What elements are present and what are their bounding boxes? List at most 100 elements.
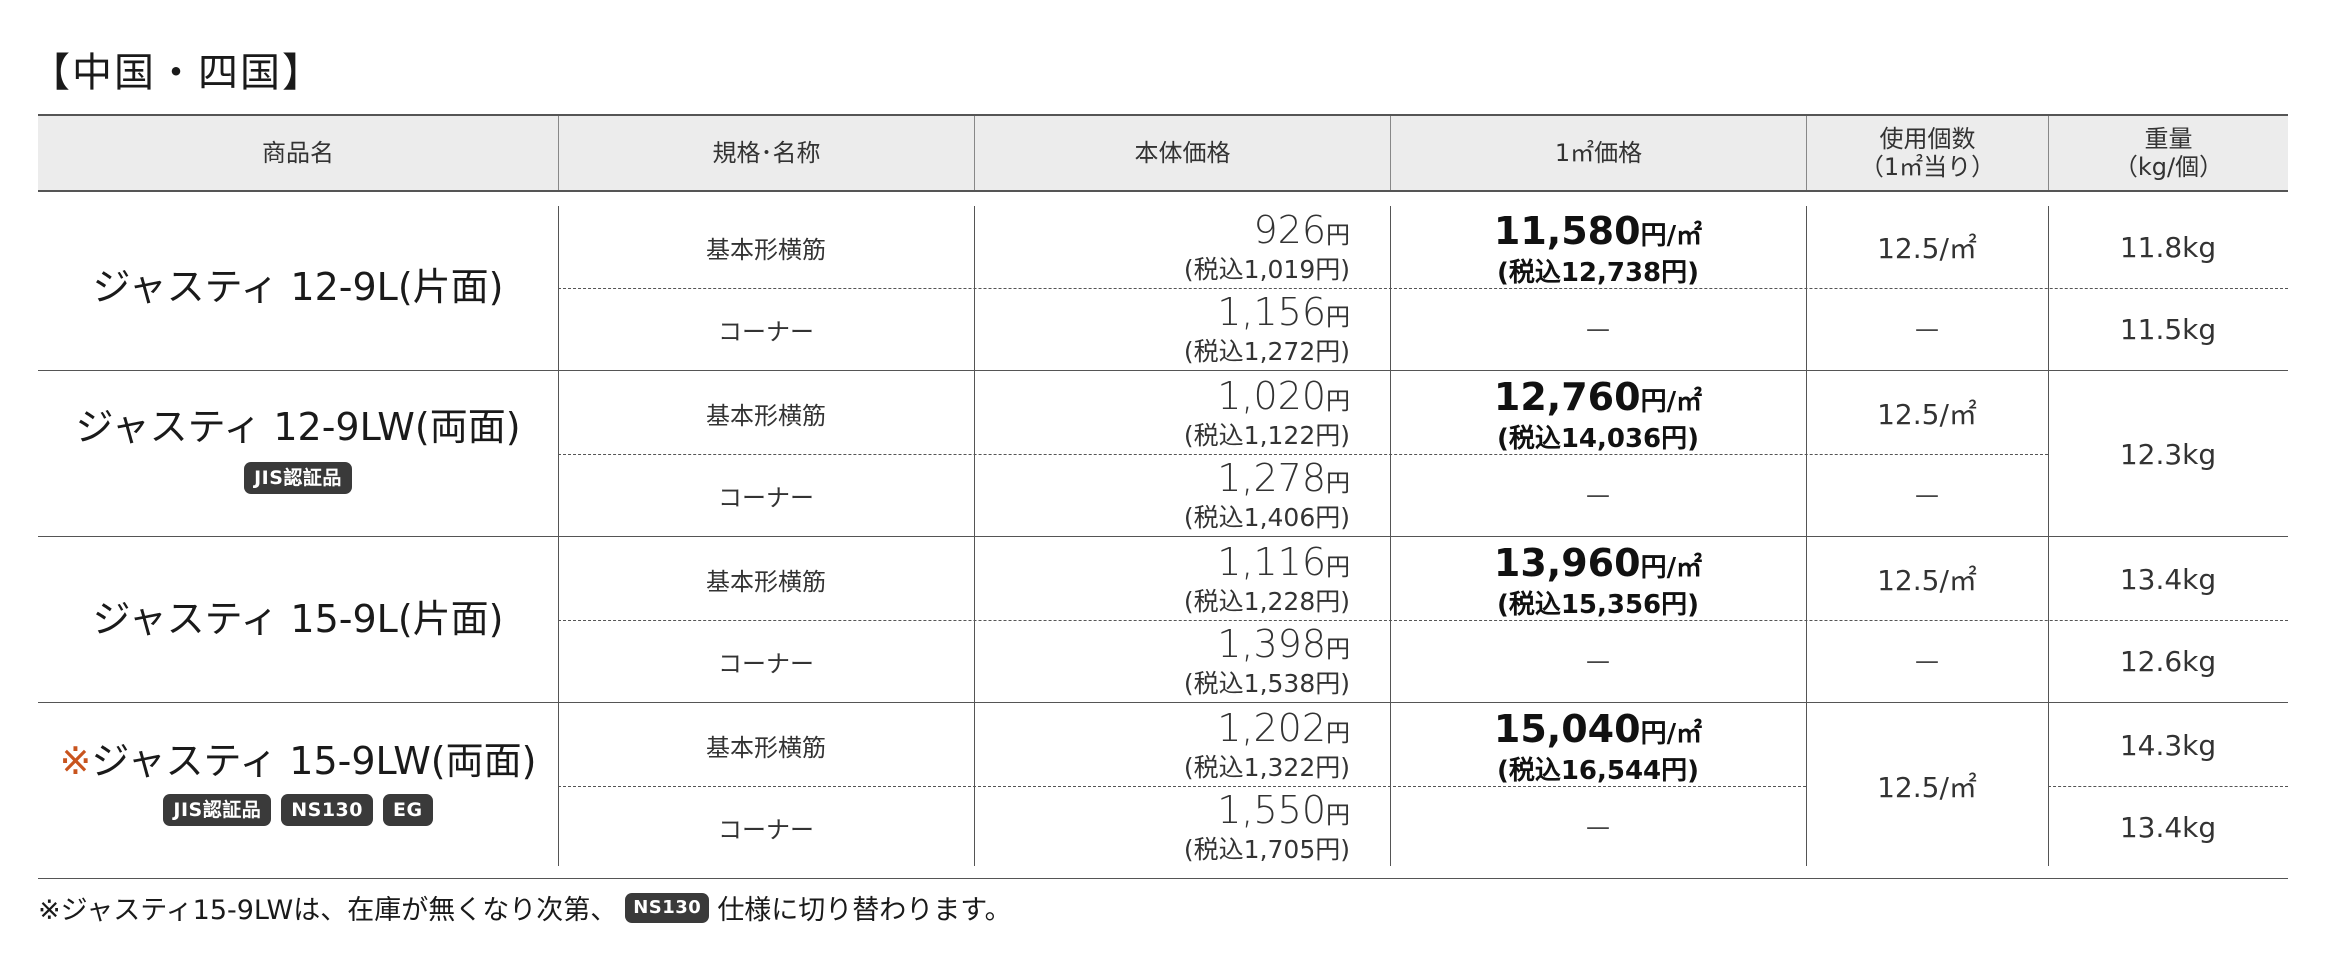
price-value: 1,020 (1217, 374, 1326, 418)
price-value: 1,278 (1217, 456, 1326, 500)
sqm-price-tax: (税込12,738円) (1496, 258, 1700, 288)
price-tax: (税込1,705円) (1183, 835, 1350, 864)
usage-cell: 12.5/㎡ (1877, 564, 1977, 597)
sqm-price-value: 13,960 (1493, 541, 1641, 585)
price-cell: 1,550円 (税込1,705円) (974, 790, 1350, 865)
jis-badge: JIS認証品 (163, 794, 272, 826)
badge-group: JIS認証品 NS130 EG (38, 794, 558, 826)
sqm-price-value: 12,760 (1493, 375, 1641, 419)
price-cell: 1,398円 (税込1,538円) (974, 624, 1350, 699)
sqm-price-tax: (税込14,036円) (1496, 424, 1700, 454)
ns130-badge: NS130 (625, 892, 710, 923)
price-cell: 1,020円 (税込1,122円) (974, 376, 1350, 451)
price-tax: (税込1,272円) (1183, 337, 1350, 366)
page-title: 【中国・四国】 (30, 50, 324, 96)
price-cell: 1,156円 (税込1,272円) (974, 292, 1350, 367)
sqm-price-tax: (税込16,544円) (1496, 756, 1700, 786)
price-tax: (税込1,538円) (1183, 669, 1350, 698)
price-value: 926 (1253, 208, 1326, 252)
header-usage: 使用個数 （1㎡当り） (1806, 116, 2048, 190)
weight-cell: 13.4kg (2119, 562, 2217, 596)
footnote-text: 仕様に切り替わります。 (717, 895, 1012, 926)
row-divider (558, 454, 2048, 455)
usage-cell: 12.5/㎡ (1877, 398, 1977, 431)
header-name: 商品名 (262, 139, 334, 167)
price-unit: 円 (1326, 221, 1350, 249)
usage-cell: 12.5/㎡ (1877, 232, 1977, 265)
header-price: 本体価格 (974, 116, 1390, 190)
table-header: 商品名 規格･名称 本体価格 1㎡価格 使用個数 （1㎡当り） 重量 （kg/個… (38, 114, 2288, 192)
empty-dash: — (1586, 813, 1610, 841)
product-name-text: ジャスティ 15-9LW(両面) (91, 739, 537, 783)
price-tax: (税込1,228円) (1183, 587, 1350, 616)
jis-badge: JIS認証品 (244, 462, 352, 494)
row-divider (558, 786, 1806, 787)
price-cell: 1,116円 (税込1,228円) (974, 542, 1350, 617)
spec-cell: コーナー (718, 483, 814, 512)
weight-cell: 11.8kg (2119, 230, 2217, 264)
sqm-price-cell: 13,960円/㎡ (税込15,356円) (1390, 542, 1806, 621)
sqm-price-cell: 11,580円/㎡ (税込12,738円) (1390, 210, 1806, 289)
sqm-price-unit: 円/㎡ (1640, 719, 1703, 749)
spec-cell: コーナー (718, 815, 814, 844)
price-cell: 1,278円 (税込1,406円) (974, 458, 1350, 533)
spec-cell: 基本形横筋 (706, 567, 826, 596)
sqm-price-tax: (税込15,356円) (1496, 590, 1700, 620)
row-divider (558, 620, 2288, 621)
empty-dash: — (1915, 481, 1939, 509)
price-value: 1,116 (1217, 540, 1326, 584)
eg-badge: EG (383, 794, 433, 826)
product-name: ジャスティ 15-9L(片面) (92, 597, 504, 641)
empty-dash: — (1586, 481, 1610, 509)
empty-dash: — (1915, 315, 1939, 343)
price-unit: 円 (1326, 303, 1350, 331)
empty-dash: — (1586, 315, 1610, 343)
spec-cell: 基本形横筋 (706, 733, 826, 762)
price-cell: 926円 (税込1,019円) (974, 210, 1350, 285)
product-name: ジャスティ 12-9LW(両面) (75, 405, 521, 449)
sqm-price-value: 15,040 (1493, 707, 1641, 751)
weight-cell: 13.4kg (2119, 810, 2217, 844)
price-unit: 円 (1326, 635, 1350, 663)
price-unit: 円 (1326, 719, 1350, 747)
weight-cell-merged: 12.3kg (2119, 437, 2217, 471)
price-value: 1,202 (1217, 706, 1326, 750)
price-tax: (税込1,122円) (1183, 421, 1350, 450)
group-divider (38, 370, 2288, 371)
spec-cell: 基本形横筋 (706, 401, 826, 430)
price-tax: (税込1,406円) (1183, 503, 1350, 532)
usage-cell-merged: 12.5/㎡ (1877, 771, 1977, 804)
spec-cell: コーナー (718, 317, 814, 346)
row-divider (2048, 786, 2288, 787)
sqm-price-unit: 円/㎡ (1640, 553, 1703, 583)
price-value: 1,156 (1217, 290, 1326, 334)
product-name: ※ジャスティ 15-9LW(両面) (38, 738, 558, 784)
footnote: ※ジャスティ15-9LWは、在庫が無くなり次第、 NS130 仕様に切り替わりま… (38, 888, 1012, 927)
weight-cell: 12.6kg (2119, 644, 2217, 678)
price-unit: 円 (1326, 801, 1350, 829)
sqm-price-cell: 15,040円/㎡ (税込16,544円) (1390, 708, 1806, 787)
price-unit: 円 (1326, 553, 1350, 581)
weight-cell: 11.5kg (2119, 312, 2217, 346)
sqm-price-cell: 12,760円/㎡ (税込14,036円) (1390, 376, 1806, 455)
badge-group: JIS認証品 (38, 462, 558, 494)
sqm-price-unit: 円/㎡ (1640, 387, 1703, 417)
spec-cell: 基本形横筋 (706, 235, 826, 264)
sqm-price-value: 11,580 (1493, 209, 1641, 253)
table-bottom-border (38, 878, 2288, 879)
price-table: 商品名 規格･名称 本体価格 1㎡価格 使用個数 （1㎡当り） 重量 （kg/個… (38, 114, 2288, 879)
weight-cell: 14.3kg (2119, 728, 2217, 762)
header-sqm-price: 1㎡価格 (1390, 116, 1806, 190)
price-tax: (税込1,322円) (1183, 753, 1350, 782)
spec-cell: コーナー (718, 649, 814, 678)
price-value: 1,550 (1217, 788, 1326, 832)
price-unit: 円 (1326, 469, 1350, 497)
empty-dash: — (1586, 647, 1610, 675)
header-spec: 規格･名称 (558, 116, 974, 190)
sqm-price-unit: 円/㎡ (1640, 221, 1703, 251)
ns130-badge: NS130 (281, 794, 373, 826)
row-divider (558, 288, 2288, 289)
product-name: ジャスティ 12-9L(片面) (92, 265, 504, 309)
price-cell: 1,202円 (税込1,322円) (974, 708, 1350, 783)
price-tax: (税込1,019円) (1183, 255, 1350, 284)
